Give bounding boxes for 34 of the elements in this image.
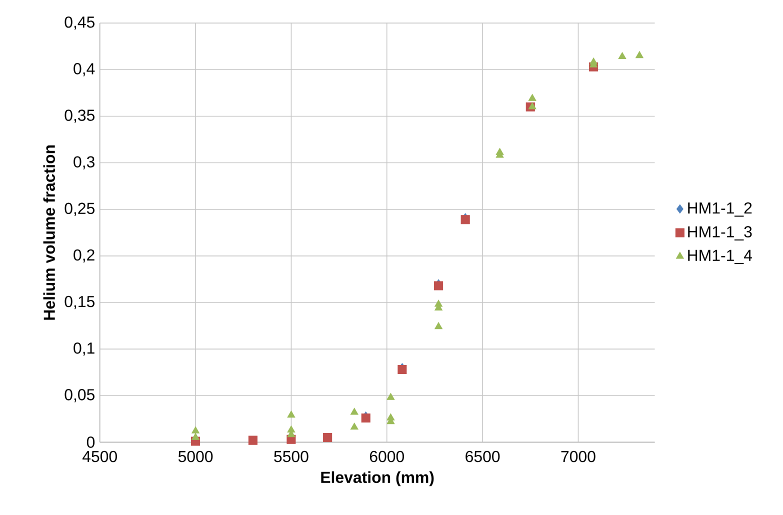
x-tick-label: 5000 (178, 450, 213, 462)
point (350, 422, 358, 430)
x-axis-title: Elevation (mm) (321, 471, 434, 486)
y-tick-label: 0,25 (64, 202, 94, 216)
point (618, 52, 626, 59)
x-tick-label: 5500 (274, 450, 308, 462)
legend-label: HM1-1_2 (688, 202, 752, 217)
y-axis-title: Helium volume fraction (43, 145, 55, 320)
point (528, 102, 536, 110)
y-tick-label: 0 (86, 436, 95, 448)
x-tick-label: 6000 (370, 450, 404, 462)
x-tick-label: 7000 (561, 450, 596, 462)
point (323, 432, 332, 442)
y-tick-label: 0,35 (64, 110, 94, 123)
legend-label: HM1-1_4 (688, 250, 752, 264)
point (350, 408, 358, 415)
point (192, 426, 200, 434)
x-tick-label: 4500 (82, 450, 117, 462)
legend-label: HM1-1_3 (688, 226, 752, 240)
y-tick-label: 0,45 (64, 16, 94, 30)
y-tick-label: 0,4 (74, 62, 95, 76)
y-tick-label: 0,3 (74, 156, 94, 170)
y-tick-label: 0,1 (74, 342, 94, 356)
point (192, 432, 200, 440)
y-tick-label: 0,2 (74, 249, 94, 262)
y-tick-label: 0,05 (64, 388, 94, 402)
point (248, 436, 258, 445)
point (434, 322, 442, 329)
y-tick-label: 0,15 (64, 296, 94, 309)
point (287, 410, 296, 418)
point (528, 94, 536, 101)
point (636, 51, 644, 58)
point (386, 392, 395, 400)
x-tick-label: 6500 (466, 450, 500, 462)
